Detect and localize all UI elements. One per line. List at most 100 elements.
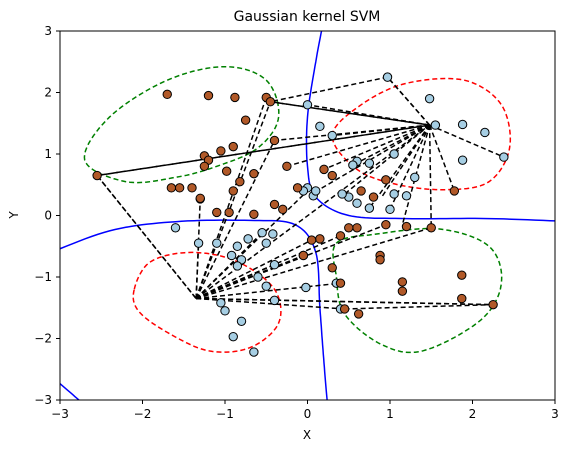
point-class-b [327, 263, 337, 273]
chart-title: Gaussian kernel SVM [234, 9, 381, 25]
y-tick-label: −1 [34, 270, 52, 284]
point-class-b [335, 278, 346, 288]
point-class-b [174, 183, 185, 193]
plot-area [60, 31, 555, 400]
margin-upper-left [83, 65, 280, 184]
point-class-a [232, 261, 243, 271]
support-line [428, 124, 456, 192]
point-class-a [226, 250, 237, 261]
point-class-a [364, 158, 375, 168]
point-class-a [212, 238, 222, 248]
point-class-a [301, 282, 311, 293]
point-class-a [220, 306, 230, 316]
point-class-b [327, 170, 337, 181]
point-class-b [162, 89, 172, 100]
point-class-b [249, 209, 259, 219]
x-tick-label: −3 [51, 407, 69, 421]
point-class-b [335, 231, 346, 241]
support-line [195, 101, 272, 299]
point-class-a [253, 272, 263, 282]
point-class-a [389, 189, 399, 199]
x-tick-label: 1 [386, 407, 394, 421]
margin-lower-left [132, 251, 282, 353]
support-line [274, 124, 430, 142]
point-class-b [488, 299, 498, 310]
point-class-b [199, 161, 210, 172]
point-class-a [302, 100, 313, 110]
point-class-b [230, 92, 240, 103]
point-class-a [457, 119, 468, 130]
point-class-a [382, 72, 393, 82]
support-line [195, 243, 200, 299]
support-line [195, 224, 387, 300]
support-line [386, 76, 431, 126]
point-class-a [232, 241, 243, 251]
point-class-a [352, 198, 362, 208]
x-axis-label: X [303, 428, 311, 442]
point-class-b [457, 293, 467, 304]
point-class-a [257, 228, 267, 238]
point-class-a [249, 347, 259, 357]
support-line [196, 297, 494, 306]
y-tick-label: 0 [44, 209, 52, 223]
point-class-b [353, 309, 364, 319]
decision-boundary-upper-right [305, 31, 555, 222]
point-class-b [426, 223, 436, 233]
point-class-b [221, 166, 232, 176]
support-line [381, 124, 431, 198]
support-line [195, 264, 275, 300]
point-class-a [243, 234, 253, 244]
point-class-a [269, 295, 280, 306]
support-line [344, 124, 431, 195]
point-class-a [385, 204, 395, 215]
point-class-a [216, 298, 226, 308]
point-class-b [339, 304, 350, 314]
support-line [270, 76, 388, 103]
x-tick-label: 3 [551, 407, 559, 421]
support-line [352, 124, 430, 166]
point-class-a [410, 172, 420, 183]
data-points [92, 72, 509, 357]
support-line [286, 124, 430, 168]
point-class-b [265, 97, 276, 107]
point-class-a [424, 93, 435, 104]
point-class-b [224, 207, 234, 218]
point-class-a [457, 155, 468, 165]
decision-boundary-corner [60, 382, 81, 400]
point-class-a [430, 120, 441, 130]
point-class-b [292, 183, 303, 193]
point-class-b [397, 286, 408, 296]
point-class-b [195, 193, 205, 203]
point-class-a [348, 160, 358, 170]
y-tick-label: 2 [44, 86, 52, 100]
point-class-a [236, 316, 247, 326]
support-line [97, 124, 430, 177]
point-class-b [166, 183, 177, 193]
margin-lower-right [332, 227, 503, 354]
support-line [196, 282, 341, 300]
point-class-b [278, 204, 288, 215]
point-class-b [298, 250, 309, 261]
y-axis-label: Y [7, 211, 21, 220]
support-line [323, 124, 430, 171]
x-tick-label: −1 [216, 407, 234, 421]
point-class-b [356, 186, 366, 196]
support-line [270, 100, 430, 126]
x-tick-label: 0 [304, 407, 312, 421]
point-class-a [228, 331, 238, 342]
point-class-b [212, 207, 222, 218]
point-class-b [282, 161, 292, 172]
point-class-b [352, 223, 362, 233]
point-class-a [311, 186, 321, 196]
point-class-a [261, 238, 271, 248]
support-line [429, 124, 505, 158]
point-class-b [315, 234, 325, 244]
point-class-b [269, 199, 280, 210]
point-class-b [203, 90, 214, 101]
point-class-a [337, 189, 347, 199]
point-class-b [216, 146, 226, 156]
point-class-b [457, 270, 467, 280]
point-class-b [228, 186, 238, 196]
point-class-b [449, 186, 460, 196]
